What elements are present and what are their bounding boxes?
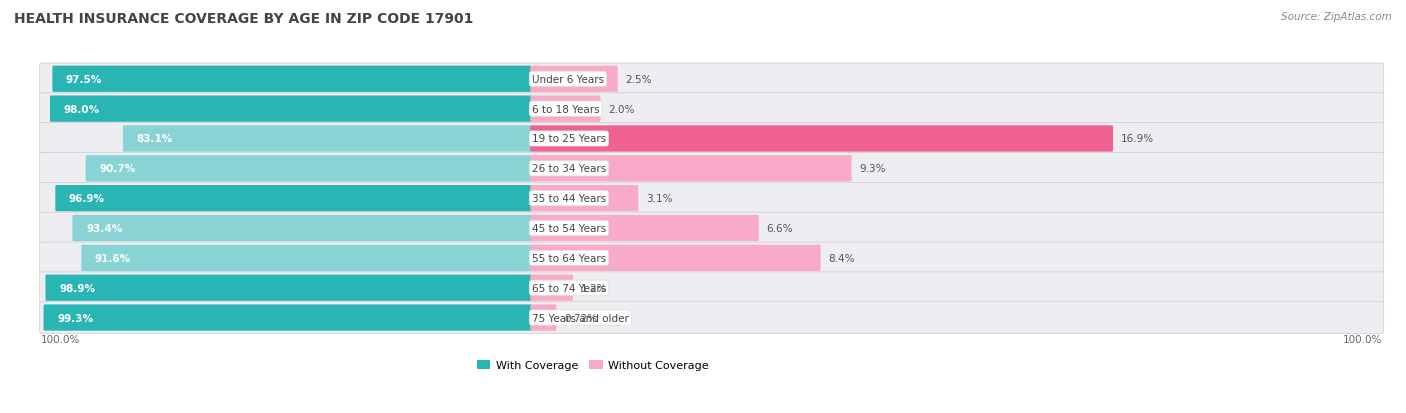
Text: 8.4%: 8.4%: [828, 253, 855, 263]
Text: 98.9%: 98.9%: [59, 283, 96, 293]
FancyBboxPatch shape: [55, 185, 531, 212]
Text: 91.6%: 91.6%: [94, 253, 131, 263]
Text: 45 to 54 Years: 45 to 54 Years: [531, 223, 606, 233]
FancyBboxPatch shape: [39, 153, 1384, 185]
Text: 1.2%: 1.2%: [581, 283, 607, 293]
FancyBboxPatch shape: [530, 275, 574, 301]
FancyBboxPatch shape: [530, 156, 852, 182]
FancyBboxPatch shape: [530, 66, 617, 93]
FancyBboxPatch shape: [39, 123, 1384, 155]
FancyBboxPatch shape: [39, 213, 1384, 244]
Text: 100.0%: 100.0%: [41, 334, 80, 344]
Text: Source: ZipAtlas.com: Source: ZipAtlas.com: [1281, 12, 1392, 22]
Legend: With Coverage, Without Coverage: With Coverage, Without Coverage: [472, 356, 713, 375]
Text: 98.0%: 98.0%: [63, 104, 100, 114]
FancyBboxPatch shape: [44, 305, 531, 331]
FancyBboxPatch shape: [39, 272, 1384, 304]
Text: 97.5%: 97.5%: [66, 75, 103, 85]
FancyBboxPatch shape: [86, 156, 531, 182]
Text: 93.4%: 93.4%: [86, 223, 122, 233]
Text: 2.0%: 2.0%: [609, 104, 634, 114]
FancyBboxPatch shape: [122, 126, 531, 152]
Text: 9.3%: 9.3%: [859, 164, 886, 174]
Text: Under 6 Years: Under 6 Years: [531, 75, 605, 85]
FancyBboxPatch shape: [39, 64, 1384, 95]
Text: 16.9%: 16.9%: [1121, 134, 1154, 144]
FancyBboxPatch shape: [530, 96, 600, 123]
FancyBboxPatch shape: [39, 94, 1384, 125]
FancyBboxPatch shape: [82, 245, 531, 271]
Text: 100.0%: 100.0%: [1343, 334, 1382, 344]
FancyBboxPatch shape: [530, 215, 759, 242]
FancyBboxPatch shape: [530, 305, 557, 331]
Text: 19 to 25 Years: 19 to 25 Years: [531, 134, 606, 144]
FancyBboxPatch shape: [39, 183, 1384, 214]
FancyBboxPatch shape: [73, 215, 531, 242]
FancyBboxPatch shape: [39, 242, 1384, 274]
Text: 2.5%: 2.5%: [626, 75, 652, 85]
FancyBboxPatch shape: [530, 185, 638, 212]
FancyBboxPatch shape: [530, 126, 1114, 152]
Text: 6.6%: 6.6%: [766, 223, 793, 233]
Text: 35 to 44 Years: 35 to 44 Years: [531, 194, 606, 204]
Text: 3.1%: 3.1%: [647, 194, 672, 204]
Text: HEALTH INSURANCE COVERAGE BY AGE IN ZIP CODE 17901: HEALTH INSURANCE COVERAGE BY AGE IN ZIP …: [14, 12, 474, 26]
Text: 99.3%: 99.3%: [58, 313, 93, 323]
Text: 55 to 64 Years: 55 to 64 Years: [531, 253, 606, 263]
FancyBboxPatch shape: [51, 96, 531, 123]
Text: 0.72%: 0.72%: [564, 313, 598, 323]
FancyBboxPatch shape: [45, 275, 531, 301]
FancyBboxPatch shape: [52, 66, 531, 93]
Text: 83.1%: 83.1%: [136, 134, 173, 144]
Text: 96.9%: 96.9%: [69, 194, 105, 204]
Text: 26 to 34 Years: 26 to 34 Years: [531, 164, 606, 174]
Text: 65 to 74 Years: 65 to 74 Years: [531, 283, 606, 293]
Text: 90.7%: 90.7%: [100, 164, 135, 174]
FancyBboxPatch shape: [39, 302, 1384, 334]
FancyBboxPatch shape: [530, 245, 821, 271]
Text: 75 Years and older: 75 Years and older: [531, 313, 628, 323]
Text: 6 to 18 Years: 6 to 18 Years: [531, 104, 599, 114]
